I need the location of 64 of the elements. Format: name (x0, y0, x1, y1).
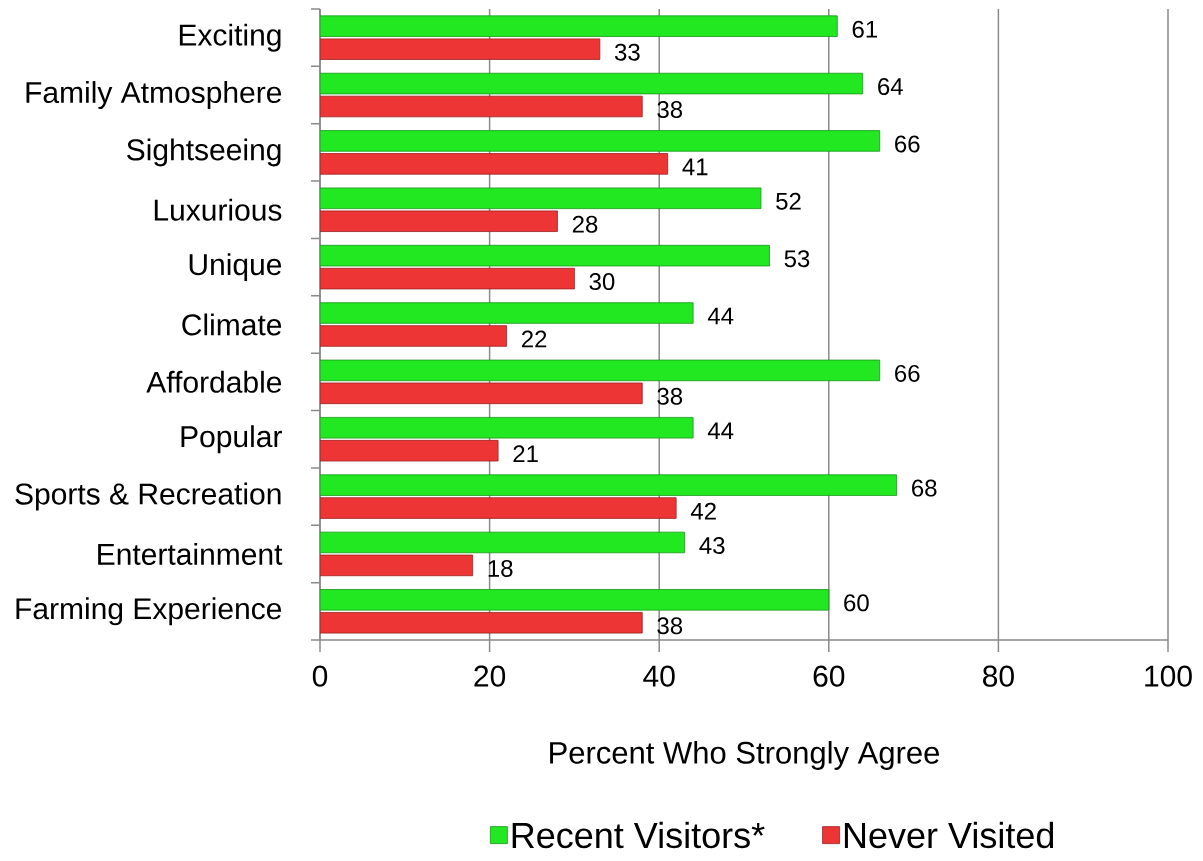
bar (320, 497, 677, 519)
bar (320, 531, 686, 554)
data-label: 38 (657, 101, 683, 118)
data-label: 52 (776, 192, 801, 210)
data-label: 42 (690, 502, 716, 520)
x-tick-label: 0 (312, 665, 328, 687)
bar (320, 15, 838, 37)
bar (320, 382, 643, 405)
bar (320, 38, 601, 60)
data-label: 21 (513, 445, 538, 463)
x-tick-label: 60 (813, 665, 845, 687)
bar (320, 589, 830, 611)
bar (320, 187, 762, 210)
y-tick-label: Affordable (146, 370, 282, 393)
y-tick-label: Sightseeing (127, 138, 281, 167)
bar (320, 417, 694, 439)
bar (320, 95, 643, 118)
legend-label: Never Visited (844, 821, 1054, 849)
bar (320, 554, 474, 577)
y-tick-label: Popular (181, 425, 282, 454)
data-label: 61 (852, 20, 877, 38)
data-label: 18 (488, 559, 513, 577)
x-tick-label: 100 (1145, 665, 1192, 687)
data-label: 64 (878, 78, 903, 96)
data-label: 53 (784, 250, 810, 268)
bar (320, 153, 669, 175)
y-tick-label: Unique (189, 253, 282, 282)
bar (320, 612, 643, 634)
bar (320, 474, 898, 496)
bar (320, 359, 881, 382)
y-tick-label: Exciting (179, 23, 281, 52)
data-label: 66 (895, 135, 920, 153)
data-label: 44 (707, 307, 734, 325)
data-label: 33 (614, 43, 640, 61)
bar (320, 72, 864, 95)
data-label: 66 (895, 364, 920, 382)
x-tick-label: 80 (983, 665, 1014, 687)
bar (320, 244, 770, 267)
x-tick-label: 20 (474, 665, 506, 687)
data-label: 68 (912, 479, 937, 497)
bar (320, 439, 499, 462)
bar (320, 325, 507, 347)
data-label: 60 (844, 594, 869, 612)
bar (320, 210, 558, 232)
data-label: 22 (521, 330, 547, 348)
y-tick-label: Entertainment (98, 542, 283, 565)
legend-label: Recent Visitors* (512, 821, 765, 849)
data-label: 38 (657, 387, 683, 405)
y-tick-label: Farming Experience (16, 597, 282, 626)
data-label: 30 (589, 273, 615, 291)
y-tick-label: Climate (182, 313, 282, 336)
y-tick-label: Luxurious (154, 198, 282, 221)
data-label: 41 (682, 158, 708, 176)
x-axis-title: Percent Who Strongly Agree (550, 741, 939, 770)
bar (320, 267, 575, 290)
data-label: 44 (707, 422, 734, 439)
bar (320, 302, 694, 324)
bar (320, 130, 881, 152)
data-label: 28 (572, 215, 598, 233)
y-tick-label: Sports & Recreation (15, 482, 281, 511)
x-tick-label: 40 (643, 665, 675, 687)
y-tick-label: Family Atmosphere (26, 81, 282, 110)
data-label: 43 (699, 536, 725, 554)
data-label: 38 (657, 617, 683, 635)
